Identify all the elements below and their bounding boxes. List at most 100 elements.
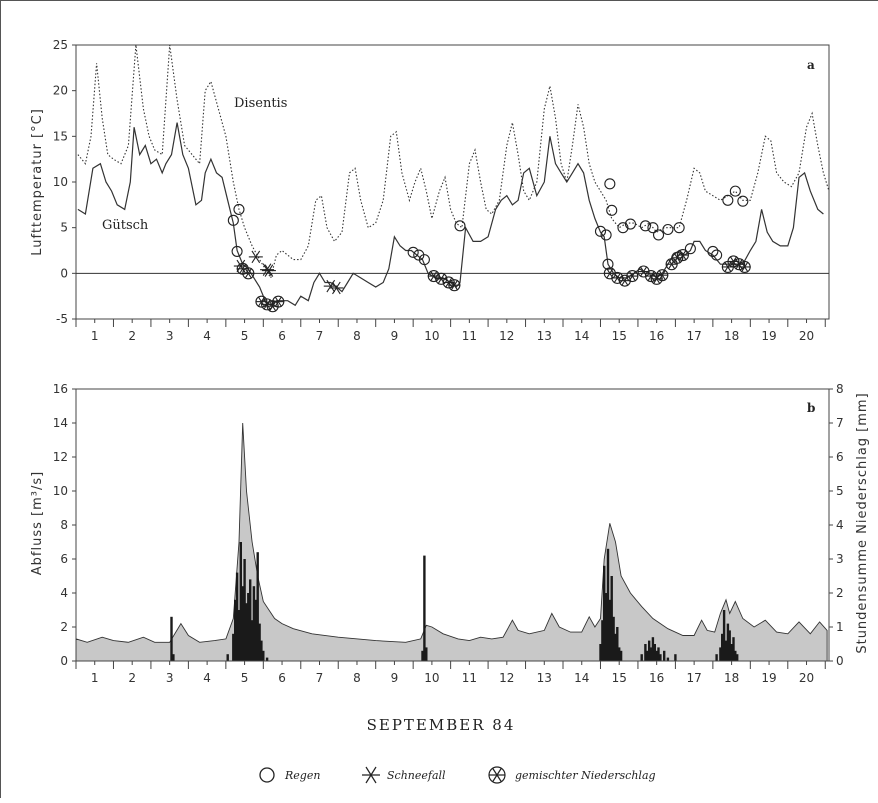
- y-ticks-b-right: 0 1 2 3 4 5 6 7 8: [829, 382, 844, 668]
- y-tick-label-a: -5: [56, 312, 68, 326]
- x-tick-label-b: 18: [724, 671, 739, 685]
- niederschlag-bar: [618, 647, 621, 661]
- x-tick-label-a: 15: [612, 329, 627, 343]
- regen-marker: [684, 243, 696, 255]
- niederschlag-bar: [657, 647, 660, 661]
- niederschlag-bar: [262, 650, 265, 661]
- niederschlag-bar: [234, 599, 237, 661]
- x-tick-label-b: 9: [391, 671, 399, 685]
- x-tick-label-a: 12: [499, 329, 514, 343]
- y-tick-label-b: 0: [60, 654, 68, 668]
- regen-marker: [711, 249, 723, 261]
- regen-marker: [639, 220, 651, 232]
- niederschlag-bar: [616, 627, 619, 661]
- niederschlag-bar: [599, 644, 602, 661]
- x-axis-label: SEPTEMBER 84: [367, 716, 516, 734]
- niederschlag-bar: [651, 637, 655, 661]
- niederschlag-bar: [252, 586, 256, 661]
- x-tick-label-a: 19: [761, 329, 776, 343]
- regen-marker: [600, 229, 612, 241]
- x-tick-label-b: 14: [574, 671, 589, 685]
- schneefall-marker: [261, 264, 276, 277]
- regen-marker: [602, 258, 614, 270]
- niederschlag-bar: [610, 576, 613, 661]
- x-ticks-a: 1 2 3 4 5 6 7 8 9 10 11 12 13 14 15 16 17 18 19 20: [75, 319, 826, 343]
- panel-b-frame: [75, 388, 830, 662]
- y-tick-label-a: 0: [60, 266, 68, 280]
- y-tick-label-a: 10: [53, 175, 68, 189]
- niederschlag-bar: [606, 548, 610, 661]
- niederschlag-bar: [653, 644, 656, 661]
- panel-b-label: b: [807, 401, 815, 415]
- x-tick-label-a: 2: [128, 329, 136, 343]
- regen-marker: [227, 214, 239, 226]
- niederschlag-bar: [655, 650, 658, 661]
- y-axis-label-a: Lufttemperatur [°C]: [30, 108, 45, 256]
- niederschlag-bar: [172, 654, 175, 661]
- y2-tick-label-b: 6: [836, 450, 844, 464]
- niederschlag-bar: [250, 620, 254, 661]
- niederschlag-bar: [258, 623, 261, 661]
- niederschlag-bar: [648, 640, 651, 661]
- niederschlag-bar: [260, 640, 263, 661]
- legend-item-gemischt: gemischter Niederschlag: [488, 766, 656, 784]
- gemischter-niederschlag-marker: [738, 260, 751, 273]
- x-tick-label-b: 2: [128, 671, 136, 685]
- regen-marker: [737, 195, 749, 207]
- y-tick-label-b: 6: [60, 552, 68, 566]
- y-axis-label-b-left: Abfluss [m³/s]: [30, 471, 45, 575]
- niederschlag-bar: [719, 647, 722, 661]
- niederschlag-bar: [736, 654, 739, 661]
- x-tick-label-a: 16: [649, 329, 664, 343]
- gutsch-label: Gütsch: [102, 218, 149, 233]
- legend-item-schneefall: Schneefall: [362, 766, 446, 784]
- niederschlag-bar: [663, 650, 666, 661]
- x-tick-label-a: 8: [353, 329, 361, 343]
- x-tick-label-b: 1: [91, 671, 99, 685]
- schneefall-marker: [329, 281, 344, 295]
- y-tick-label-b: 10: [53, 484, 68, 498]
- niederschlag-bar: [256, 552, 259, 661]
- niederschlag-bar: [640, 654, 643, 661]
- panel-a: a Disentis Gütsch Lufttemperatur [°C] -5…: [30, 38, 830, 343]
- y2-tick-label-b: 3: [836, 552, 844, 566]
- gemischter-niederschlag-icon: [488, 766, 506, 784]
- panel-a-label: a: [807, 58, 815, 72]
- niederschlag-bar: [421, 650, 424, 661]
- y-ticks-b-left: 0 2 4 6 8 10 12 14 16: [53, 382, 76, 668]
- y-tick-label-b: 8: [60, 518, 68, 532]
- niederschlag-bar: [170, 616, 173, 661]
- niederschlag-bar: [722, 610, 726, 661]
- regen-marker: [647, 222, 659, 234]
- series-line-disentis: [77, 44, 830, 280]
- y-tick-label-a: 5: [60, 221, 68, 235]
- gemischter-niederschlag-marker: [242, 267, 255, 280]
- niederschlag-bars: [170, 542, 739, 661]
- disentis-label: Disentis: [234, 96, 287, 111]
- niederschlag-bar: [241, 586, 244, 661]
- regen-marker: [673, 222, 685, 234]
- legend-label-gemischt: gemischter Niederschlag: [515, 769, 656, 782]
- gemischter-niederschlag-marker: [656, 269, 669, 282]
- x-tick-label-a: 5: [241, 329, 249, 343]
- legend-label-schneefall: Schneefall: [387, 769, 446, 782]
- gemischter-niederschlag-marker: [272, 295, 285, 308]
- x-tick-label-b: 5: [241, 671, 249, 685]
- niederschlag-bar: [734, 650, 737, 661]
- niederschlag-bar: [612, 616, 615, 661]
- series-line-gtsch: [77, 122, 824, 307]
- legend: Regen Schneefall gemischter Niederschlag: [259, 766, 656, 784]
- x-tick-label-b: 3: [166, 671, 174, 685]
- x-tick-label-b: 17: [686, 671, 701, 685]
- y-tick-label-a: 15: [53, 129, 68, 143]
- x-tick-label-a: 20: [799, 329, 814, 343]
- niederschlag-bar: [730, 644, 733, 661]
- niederschlag-bar: [726, 623, 730, 661]
- x-tick-label-b: 8: [353, 671, 361, 685]
- regen-icon: [259, 767, 275, 783]
- niederschlag-bar: [245, 603, 248, 661]
- regen-marker: [231, 245, 243, 257]
- regen-marker: [454, 220, 466, 232]
- x-tick-label-a: 18: [724, 329, 739, 343]
